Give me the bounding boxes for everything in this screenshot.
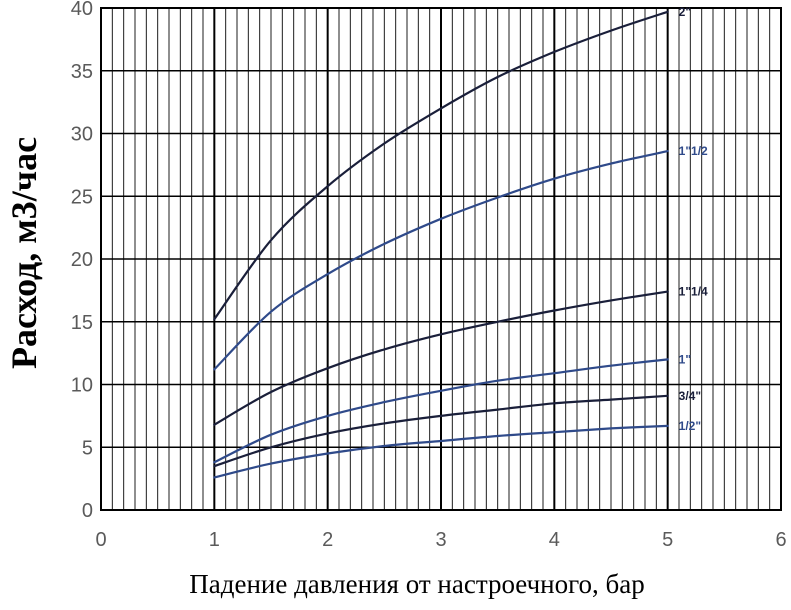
y-tick-label: 25 (71, 186, 93, 208)
series-label: 3/4" (679, 389, 701, 403)
x-tick-label: 5 (662, 529, 673, 551)
series-line (213, 424, 669, 479)
series-label: 1"1/4 (679, 285, 708, 299)
series-lines (213, 10, 669, 479)
plot-frame (100, 7, 782, 511)
x-axis-label: Падение давления от настроечного, бар (189, 569, 645, 599)
x-tick-label: 3 (435, 529, 446, 551)
series-label: 1"1/2 (679, 144, 708, 158)
x-tick-label: 4 (549, 529, 560, 551)
series-line (213, 150, 669, 371)
y-tick-label: 0 (82, 500, 93, 522)
x-tick-label: 6 (775, 529, 786, 551)
series-label: 1" (679, 352, 691, 366)
tick-labels: 0 1 2 3 4 5 6 0 5 10 15 20 25 30 35 40 (71, 0, 787, 551)
y-tick-label: 5 (82, 437, 93, 459)
series-line (213, 10, 669, 321)
series-line (213, 290, 669, 426)
x-tick-label: 2 (322, 529, 333, 551)
series-line (213, 394, 669, 468)
series-label: 1/2" (679, 419, 701, 433)
y-tick-label: 10 (71, 375, 93, 397)
x-tick-label: 0 (95, 529, 106, 551)
x-tick-label: 1 (209, 529, 220, 551)
series-labels: 2" 1"1/2 1"1/4 1" 3/4" 1/2" (679, 5, 708, 433)
y-tick-label: 40 (71, 0, 93, 20)
series-line (213, 358, 669, 464)
axes (100, 7, 782, 511)
y-tick-label: 20 (71, 249, 93, 271)
y-tick-label: 15 (71, 312, 93, 334)
y-axis-label: Расход, м3/час (4, 137, 44, 369)
series-label: 2" (679, 5, 691, 19)
y-tick-label: 35 (71, 61, 93, 83)
y-tick-label: 30 (71, 124, 93, 146)
